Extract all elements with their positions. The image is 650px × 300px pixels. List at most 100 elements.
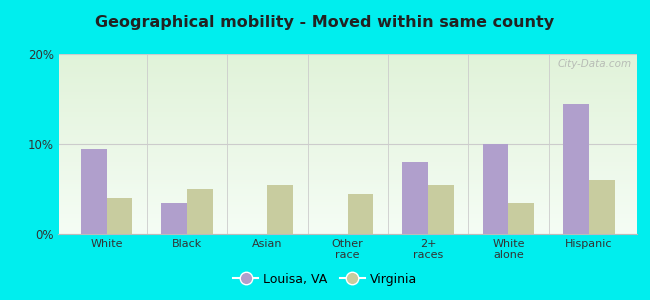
Bar [58,176,637,178]
Bar [267,184,293,234]
Bar [58,122,637,124]
Bar [58,142,637,144]
Bar [58,54,637,56]
Bar [58,148,637,149]
Bar [58,92,637,94]
Bar [58,171,637,173]
Bar [58,166,637,167]
Bar [58,146,637,148]
Bar [58,56,637,58]
Bar [58,182,637,184]
Bar [58,63,637,65]
Bar [58,229,637,230]
Bar [58,164,637,166]
Bar [58,77,637,79]
Bar [483,144,508,234]
Bar [58,162,637,164]
Bar [58,223,637,225]
Bar [58,189,637,191]
Bar [58,119,637,121]
Bar [58,70,637,72]
Bar [58,232,637,234]
Bar [58,207,637,209]
Bar [58,191,637,193]
Bar [58,225,637,227]
Bar [58,220,637,221]
Bar [402,162,428,234]
Bar [58,139,637,140]
Bar [58,76,637,77]
Bar [58,184,637,185]
Text: City-Data.com: City-Data.com [557,59,631,69]
Bar [58,103,637,104]
Legend: Louisa, VA, Virginia: Louisa, VA, Virginia [228,268,422,291]
Bar [58,121,637,122]
Bar [58,167,637,169]
Bar [58,83,637,85]
Bar [58,79,637,81]
Bar [58,130,637,131]
Bar [58,86,637,88]
Bar [58,211,637,212]
Bar [58,196,637,198]
Bar [58,126,637,128]
Bar [107,198,133,234]
Bar [58,155,637,157]
Bar [348,194,374,234]
Bar [58,157,637,158]
Bar [58,198,637,200]
Bar [81,148,107,234]
Bar [58,221,637,223]
Bar [58,173,637,175]
Bar [58,101,637,103]
Bar [58,117,637,119]
Bar [58,88,637,90]
Bar [58,99,637,101]
Bar [428,184,454,234]
Bar [58,58,637,59]
Bar [58,212,637,214]
Bar [58,216,637,218]
Bar [58,144,637,146]
Bar [58,153,637,155]
Bar [58,61,637,63]
Bar [58,180,637,182]
Bar [58,128,637,130]
Bar [58,72,637,74]
Bar [58,124,637,126]
Bar [58,97,637,99]
Bar [563,103,589,234]
Bar [58,74,637,76]
Bar [58,193,637,194]
Bar [58,151,637,153]
Bar [58,218,637,220]
Bar [58,205,637,207]
Bar [58,194,637,196]
Bar [58,133,637,135]
Bar [58,65,637,67]
Bar [58,187,637,189]
Bar [58,169,637,171]
Bar [58,85,637,86]
Bar [58,95,637,97]
Bar [58,202,637,203]
Bar [58,137,637,139]
Bar [58,227,637,229]
Bar [58,115,637,117]
Bar [187,189,213,234]
Bar [58,113,637,115]
Bar [58,178,637,180]
Bar [58,140,637,142]
Text: Geographical mobility - Moved within same county: Geographical mobility - Moved within sam… [96,15,554,30]
Bar [161,202,187,234]
Bar [58,230,637,232]
Bar [58,108,637,110]
Bar [58,203,637,205]
Bar [508,202,534,234]
Bar [58,104,637,106]
Bar [58,149,637,151]
Bar [58,175,637,176]
Bar [58,200,637,202]
Bar [58,160,637,162]
Bar [58,106,637,108]
